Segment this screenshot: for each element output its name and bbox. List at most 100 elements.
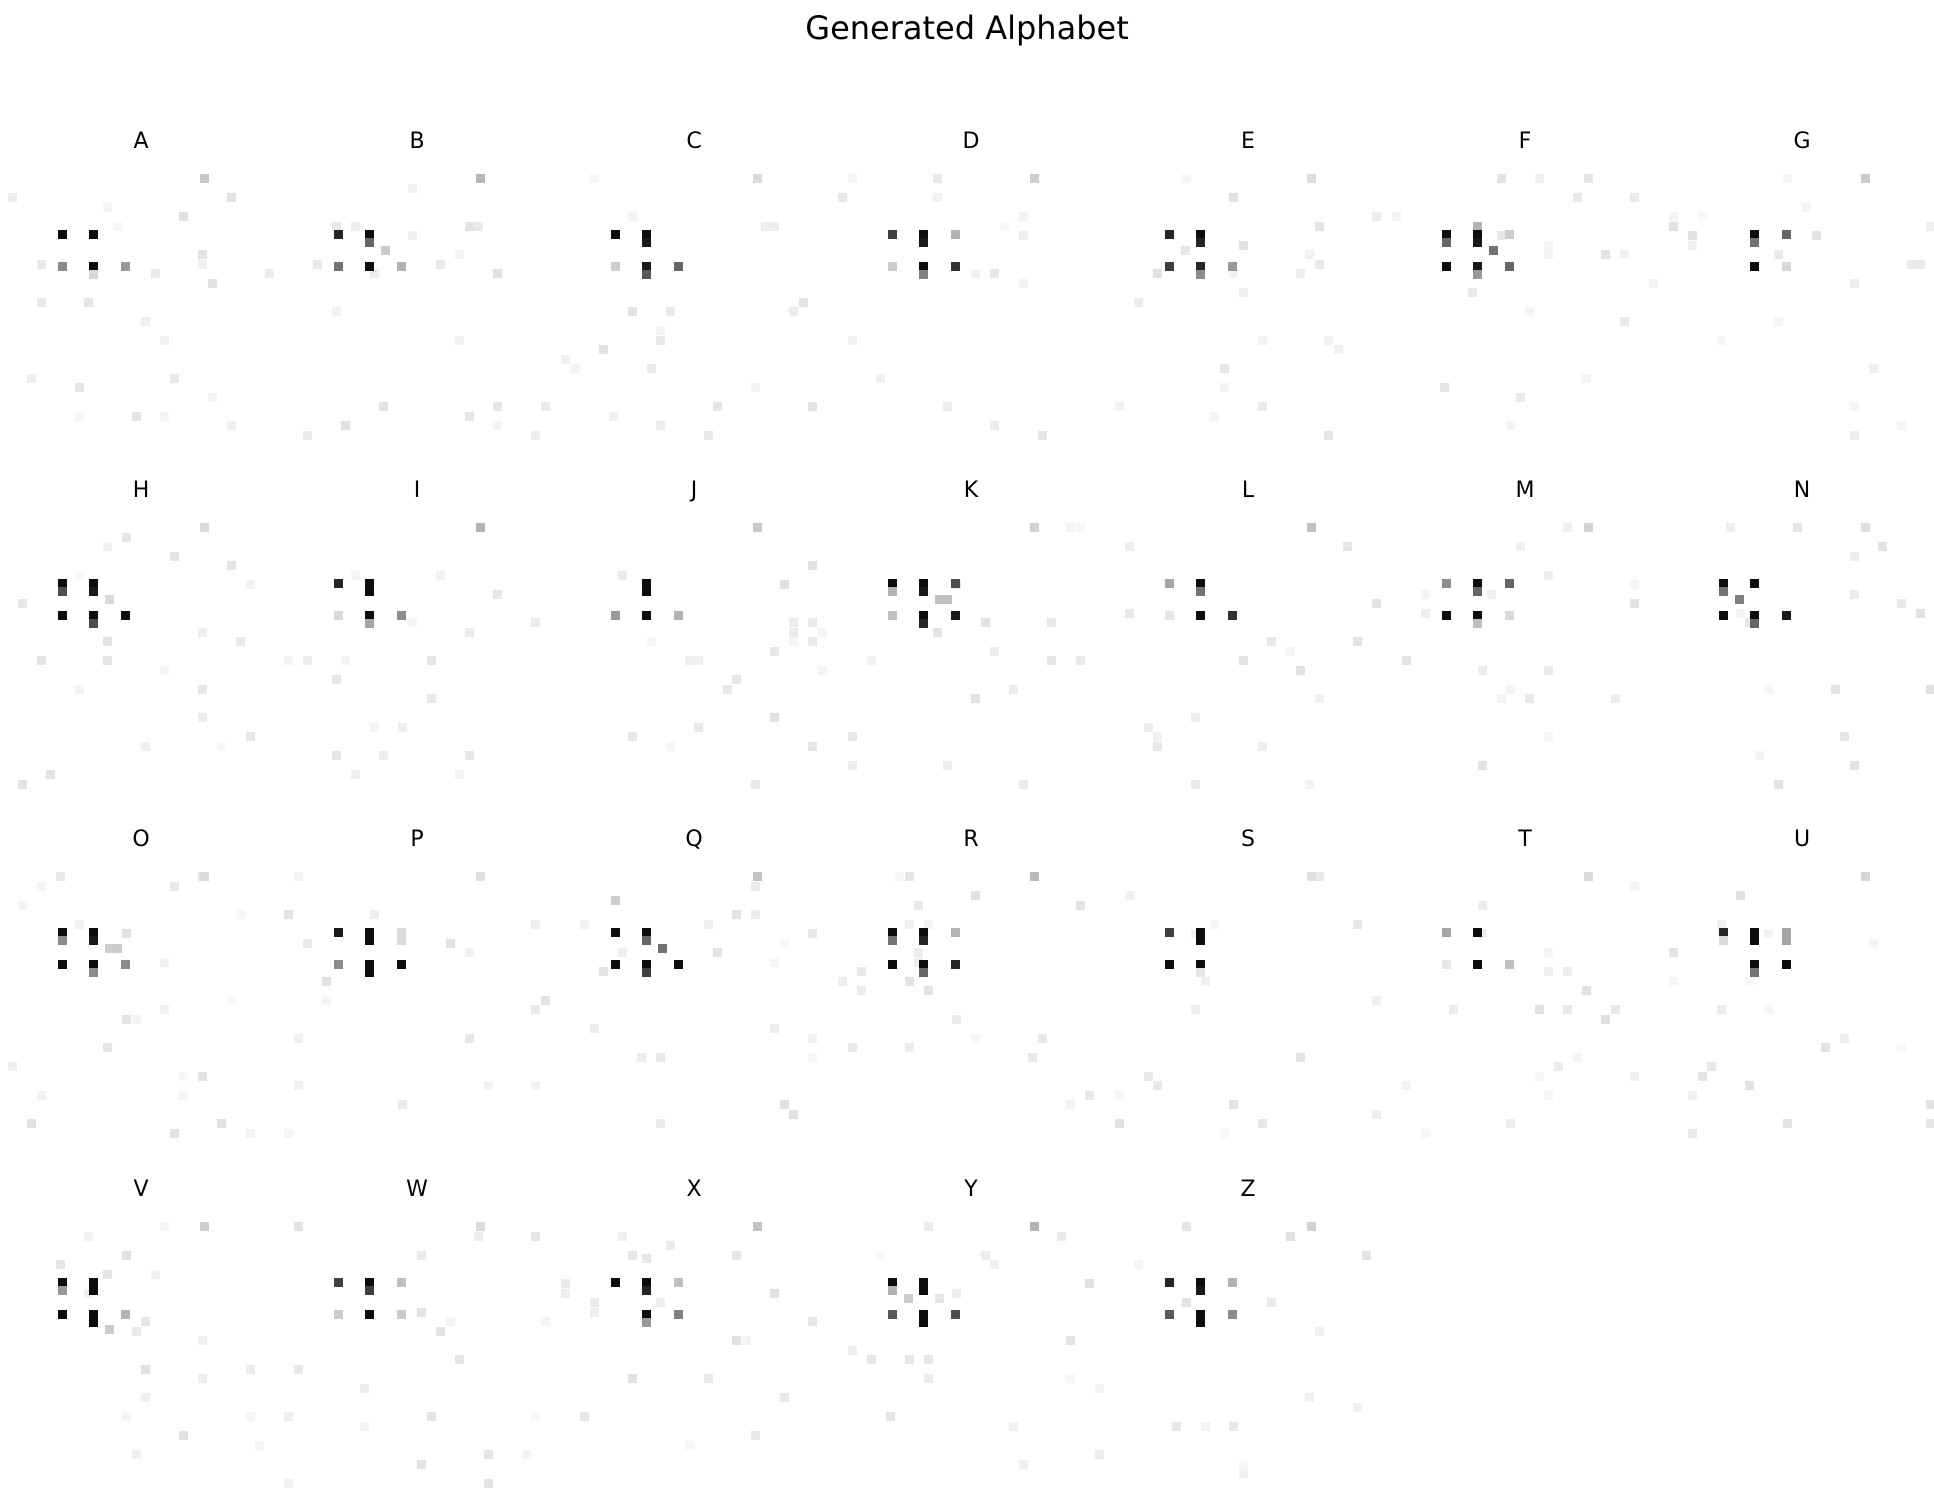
letter-label: O	[8, 826, 274, 854]
glyph-pixel	[121, 262, 130, 271]
glyph-pixel	[951, 230, 960, 239]
noise-pixel	[1353, 637, 1362, 646]
glyph-pixel	[1165, 611, 1174, 620]
glyph-pixel	[105, 1325, 114, 1334]
letter-panel-c: C	[561, 174, 827, 440]
noise-pixel	[561, 355, 570, 364]
noise-pixel	[1220, 383, 1229, 392]
noise-pixel	[1726, 523, 1735, 532]
letter-panel-b: B	[284, 174, 550, 440]
noise-pixel	[1047, 618, 1056, 627]
edge-pixel	[1861, 174, 1870, 183]
glyph-pixel	[334, 262, 343, 271]
noise-pixel	[1305, 780, 1314, 789]
noise-pixel	[493, 402, 502, 411]
noise-pixel	[1535, 1072, 1544, 1081]
noise-pixel	[933, 628, 942, 637]
noise-pixel	[1402, 656, 1411, 665]
edge-pixel	[1584, 872, 1593, 881]
noise-pixel	[656, 1298, 665, 1307]
noise-pixel	[704, 920, 713, 929]
noise-pixel	[322, 996, 331, 1005]
noise-pixel	[1267, 1298, 1276, 1307]
noise-pixel	[1630, 580, 1639, 589]
noise-pixel	[1897, 1043, 1906, 1052]
noise-pixel	[1134, 1260, 1143, 1269]
noise-pixel	[1182, 1222, 1191, 1231]
noise-pixel	[981, 1251, 990, 1260]
noise-pixel	[895, 872, 904, 881]
glyph-pixel	[1196, 611, 1205, 620]
glyph-pixel	[397, 960, 406, 969]
noise-pixel	[531, 1005, 540, 1014]
noise-pixel	[628, 212, 637, 221]
noise-pixel	[1125, 609, 1134, 618]
noise-pixel	[198, 1336, 207, 1345]
edge-pixel	[1030, 174, 1039, 183]
noise-pixel	[1372, 1110, 1381, 1119]
edge-pixel	[1861, 523, 1870, 532]
glyph-pixel	[397, 262, 406, 271]
noise-pixel	[151, 1270, 160, 1279]
noise-pixel	[1047, 656, 1056, 665]
noise-pixel	[141, 317, 150, 326]
glyph-pixel	[642, 968, 651, 977]
noise-pixel	[1372, 599, 1381, 608]
noise-pixel	[618, 948, 627, 957]
noise-pixel	[436, 1327, 445, 1336]
glyph-image	[8, 174, 274, 440]
letter-panel-x: X	[561, 1222, 827, 1488]
noise-pixel	[1153, 269, 1162, 278]
noise-pixel	[1421, 609, 1430, 618]
noise-pixel	[27, 374, 36, 383]
noise-pixel	[1544, 948, 1553, 957]
noise-pixel	[1066, 1100, 1075, 1109]
noise-pixel	[474, 222, 483, 231]
glyph-pixel	[1196, 270, 1205, 279]
letter-panel-h: H	[8, 523, 274, 789]
letter-panel-m: M	[1392, 523, 1658, 789]
noise-pixel	[905, 920, 914, 929]
glyph-pixel	[1442, 262, 1451, 271]
noise-pixel	[198, 250, 207, 259]
noise-pixel	[990, 1260, 999, 1269]
noise-pixel	[876, 1251, 885, 1260]
noise-pixel	[151, 269, 160, 278]
noise-pixel	[590, 1024, 599, 1033]
noise-pixel	[1688, 1091, 1697, 1100]
glyph-pixel	[1165, 928, 1174, 937]
noise-pixel	[1544, 1091, 1553, 1100]
glyph-pixel	[397, 611, 406, 620]
noise-pixel	[1076, 901, 1085, 910]
noise-pixel	[1707, 1062, 1716, 1071]
noise-pixel	[484, 1081, 493, 1090]
noise-pixel	[217, 742, 226, 751]
noise-pixel	[1717, 336, 1726, 345]
glyph-pixel	[951, 960, 960, 969]
noise-pixel	[160, 412, 169, 421]
noise-pixel	[561, 1279, 570, 1288]
noise-pixel	[360, 1422, 369, 1431]
glyph-pixel	[1181, 246, 1190, 255]
noise-pixel	[208, 279, 217, 288]
noise-pixel	[1076, 656, 1085, 665]
noise-pixel	[1698, 1072, 1707, 1081]
noise-pixel	[1620, 317, 1629, 326]
noise-pixel	[789, 1110, 798, 1119]
edge-pixel	[476, 1222, 485, 1231]
noise-pixel	[628, 732, 637, 741]
noise-pixel	[799, 298, 808, 307]
noise-pixel	[971, 1034, 980, 1043]
glyph-pixel	[1196, 1318, 1205, 1327]
noise-pixel	[1850, 761, 1859, 770]
noise-pixel	[943, 402, 952, 411]
letter-label: B	[284, 128, 550, 156]
noise-pixel	[227, 193, 236, 202]
letter-label: H	[8, 477, 274, 505]
glyph-pixel	[888, 230, 897, 239]
noise-pixel	[1497, 174, 1506, 183]
noise-pixel	[427, 1412, 436, 1421]
edge-pixel	[200, 1222, 209, 1231]
noise-pixel	[1926, 685, 1934, 694]
noise-pixel	[1897, 599, 1906, 608]
